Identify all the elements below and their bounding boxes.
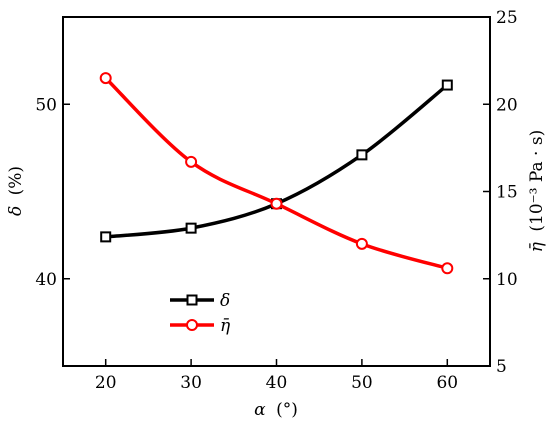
x-tick-label: 30 (180, 373, 202, 393)
right-tick-label: 5 (496, 357, 507, 377)
data-point-circle (355, 237, 368, 250)
x-axis-title: α (°) (254, 400, 298, 420)
legend-marker-delta (186, 294, 198, 306)
x-tick-label: 40 (266, 373, 288, 393)
data-point-circle (185, 155, 198, 168)
data-point-circle (99, 72, 112, 85)
legend-label-delta: δ (220, 291, 230, 311)
left-tick-label: 50 (35, 95, 57, 115)
legend-marker-eta (186, 319, 198, 331)
data-point-square (356, 149, 368, 161)
x-tick-label: 50 (351, 373, 373, 393)
legend: δ η̄ (170, 291, 231, 336)
right-axis-title: η̄ (10⁻³ Pa · s) (527, 130, 547, 252)
series-line-1 (104, 76, 448, 270)
data-point-square (100, 231, 112, 243)
legend-label-eta: η̄ (220, 316, 231, 336)
right-tick-label: 25 (496, 8, 518, 28)
data-point-square (441, 79, 453, 91)
right-tick-label: 10 (496, 270, 518, 290)
data-point-square (185, 222, 197, 234)
series-layer (99, 72, 454, 275)
right-tick-label: 20 (496, 95, 518, 115)
series-line-0 (105, 83, 449, 239)
plot-frame (62, 16, 491, 367)
x-tick-label: 20 (95, 373, 117, 393)
ticks-layer: 20 30 40 50 60 40 50 5 10 15 20 25 (35, 8, 517, 393)
data-point-circle (270, 197, 283, 210)
left-axis-title: δ (%) (6, 166, 26, 216)
right-tick-label: 15 (496, 183, 518, 203)
x-tick-label: 60 (436, 373, 458, 393)
data-point-circle (441, 262, 454, 275)
left-tick-label: 40 (35, 270, 57, 290)
